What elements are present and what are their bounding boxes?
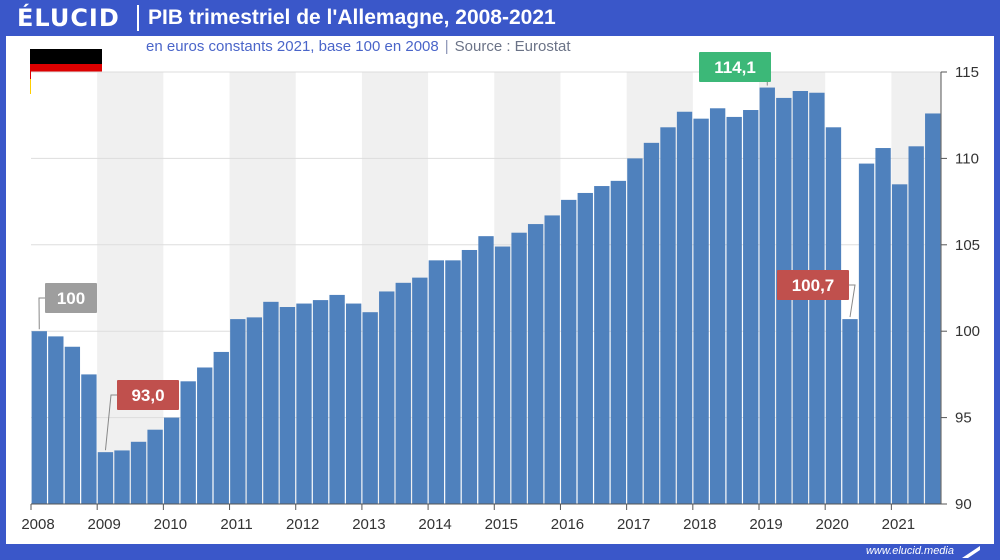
bar-2009-t3 bbox=[130, 441, 147, 504]
x-tick-label: 2020 bbox=[815, 516, 848, 533]
y-tick-label: 105 bbox=[955, 237, 980, 254]
bar-2016-t4 bbox=[610, 180, 627, 504]
bar-2011-t3 bbox=[263, 301, 279, 504]
chart-title: PIB trimestriel de l'Allemagne, 2008-202… bbox=[148, 6, 556, 29]
y-tick-label: 100 bbox=[955, 323, 980, 340]
bar-2011-t2 bbox=[246, 317, 263, 504]
bar-2021-t3 bbox=[925, 113, 941, 505]
x-tick-label: 2008 bbox=[21, 516, 54, 533]
annotation-connector bbox=[38, 297, 45, 330]
chart-subtitle: en euros constants 2021, base 100 en 200… bbox=[146, 38, 571, 55]
bar-2021-t2 bbox=[908, 146, 924, 504]
bar-2020-t4 bbox=[875, 148, 891, 505]
bar-2020-t3 bbox=[858, 163, 875, 505]
bar-2014-t1 bbox=[428, 260, 445, 504]
bar-2017-t3 bbox=[660, 127, 676, 505]
x-tick-label: 2017 bbox=[617, 516, 650, 533]
x-tick-label: 2021 bbox=[882, 516, 915, 533]
footer-url: www.elucid.media bbox=[865, 545, 954, 557]
bar-2018-t2 bbox=[709, 108, 726, 505]
bar-2009-t1 bbox=[97, 452, 114, 504]
bar-2018-t4 bbox=[743, 110, 759, 505]
y-tick-label: 110 bbox=[955, 150, 979, 167]
bar-2010-t2 bbox=[180, 381, 196, 504]
bar-2011-t4 bbox=[279, 307, 296, 504]
bar-2014-t3 bbox=[461, 249, 478, 504]
x-tick-label: 2013 bbox=[352, 516, 385, 533]
bar-2020-t1 bbox=[825, 127, 842, 505]
bar-2019-t1 bbox=[759, 87, 775, 504]
bar-2014-t2 bbox=[445, 260, 461, 504]
bar-2016-t1 bbox=[561, 199, 577, 504]
logo-divider bbox=[137, 5, 139, 31]
x-tick-label: 2014 bbox=[418, 516, 451, 533]
brand-mark-icon bbox=[962, 546, 980, 558]
bar-2020-t2 bbox=[842, 319, 858, 504]
flag-stripe-black bbox=[30, 49, 102, 64]
bar-2015-t3 bbox=[527, 224, 544, 504]
bar-2008-t4 bbox=[81, 374, 97, 504]
bar-2017-t2 bbox=[643, 142, 660, 504]
x-tick-label: 2016 bbox=[551, 516, 584, 533]
bar-2010-t1 bbox=[163, 417, 180, 504]
bar-2008-t3 bbox=[64, 346, 81, 504]
bar-2008-t2 bbox=[48, 336, 64, 504]
x-tick-label: 2015 bbox=[485, 516, 518, 533]
bar-2016-t3 bbox=[594, 186, 610, 504]
x-tick-label: 2012 bbox=[286, 516, 319, 533]
annotation-connector bbox=[849, 284, 856, 318]
bar-2008-t1 bbox=[31, 331, 47, 504]
annotation-label: 93,0 bbox=[131, 386, 164, 405]
bar-2013-t3 bbox=[395, 282, 411, 504]
bar-2015-t4 bbox=[544, 215, 560, 504]
bar-2009-t2 bbox=[114, 450, 130, 504]
source-text: Source : Eurostat bbox=[454, 38, 571, 55]
brand-logo: ÉLUCID bbox=[17, 4, 120, 32]
bar-2011-t1 bbox=[230, 319, 246, 504]
bar-2014-t4 bbox=[478, 236, 494, 504]
x-tick-label: 2009 bbox=[87, 516, 120, 533]
bar-2017-t4 bbox=[676, 111, 693, 504]
bar-2021-t1 bbox=[891, 184, 908, 504]
annotation-box bbox=[699, 52, 771, 82]
annotation-box bbox=[777, 270, 849, 300]
bar-2013-t1 bbox=[362, 312, 378, 504]
bar-2018-t3 bbox=[726, 116, 742, 504]
y-tick-label: 95 bbox=[955, 410, 972, 427]
y-tick-label: 90 bbox=[955, 496, 972, 513]
annotation-label: 100 bbox=[57, 289, 85, 308]
bar-2015-t1 bbox=[494, 246, 511, 504]
bar-2019-t2 bbox=[776, 97, 792, 505]
bar-2015-t2 bbox=[511, 232, 527, 505]
x-tick-label: 2010 bbox=[154, 516, 187, 533]
y-tick-label: 115 bbox=[955, 64, 979, 81]
bar-2012-t3 bbox=[329, 294, 345, 504]
annotation-label: 114,1 bbox=[714, 58, 756, 77]
bar-2013-t2 bbox=[379, 291, 395, 504]
x-tick-label: 2019 bbox=[749, 516, 782, 533]
bar-2013-t4 bbox=[412, 277, 428, 504]
bar-2016-t2 bbox=[577, 192, 593, 504]
annotation-box bbox=[45, 283, 97, 313]
x-tick-label: 2018 bbox=[683, 516, 716, 533]
bar-2012-t2 bbox=[312, 300, 329, 504]
bar-2009-t4 bbox=[147, 429, 163, 504]
bar-2018-t1 bbox=[693, 118, 709, 504]
annotation-connector bbox=[104, 394, 117, 451]
annotation-label: 100,7 bbox=[792, 276, 835, 295]
bar-2017-t1 bbox=[627, 158, 643, 504]
subtitle-separator: | bbox=[444, 38, 449, 55]
x-tick-label: 2011 bbox=[220, 516, 252, 533]
header-bar: ÉLUCID PIB trimestriel de l'Allemagne, 2… bbox=[0, 0, 1000, 36]
bar-2010-t3 bbox=[197, 367, 213, 504]
annotation-box bbox=[117, 380, 179, 410]
bar-2012-t4 bbox=[345, 303, 362, 504]
bar-2010-t4 bbox=[213, 351, 229, 504]
subtitle-text: en euros constants 2021, base 100 en 200… bbox=[146, 38, 439, 55]
bar-2012-t1 bbox=[296, 303, 312, 504]
